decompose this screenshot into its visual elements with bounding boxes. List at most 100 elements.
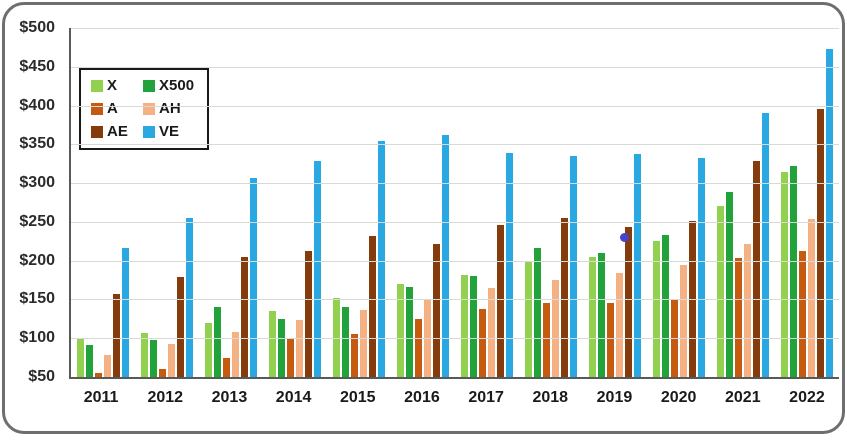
y-tick-label-50: $50 bbox=[28, 368, 55, 385]
y-tick-label-250: $250 bbox=[19, 212, 55, 230]
bar-X-2019 bbox=[589, 256, 596, 377]
y-tick-label-100: $100 bbox=[19, 329, 55, 347]
bar-group-2015 bbox=[327, 28, 391, 377]
bar-AH-2019 bbox=[616, 273, 623, 377]
bar-AE-2017 bbox=[497, 225, 504, 377]
bar-X-2021 bbox=[717, 205, 724, 377]
bar-X-2020 bbox=[653, 241, 660, 377]
bar-X-2013 bbox=[205, 322, 212, 377]
x-tick-label-2020: 2020 bbox=[660, 389, 697, 406]
bar-AH-2016 bbox=[424, 299, 431, 377]
bar-A-2017 bbox=[479, 308, 486, 377]
bar-X500-2018 bbox=[534, 247, 541, 377]
x-tick-label-2016: 2016 bbox=[404, 389, 440, 406]
bar-group-2014 bbox=[263, 28, 327, 377]
bar-VE-2015 bbox=[378, 141, 385, 377]
x-tick-label-2011: 2011 bbox=[83, 389, 119, 406]
gridline-400 bbox=[71, 105, 839, 107]
chart-card: $500 $450 $400 $350 $300 $250 $200 $150 $100 $50 … bbox=[2, 2, 845, 434]
x-tick-label-2022: 2022 bbox=[789, 389, 825, 406]
bar-VE-2016 bbox=[442, 135, 449, 377]
bar-groups bbox=[71, 28, 839, 377]
legend-swatch-icon bbox=[91, 80, 103, 92]
bar-AE-2019 bbox=[625, 227, 632, 377]
bar-X500-2022 bbox=[790, 166, 797, 377]
bar-A-2020 bbox=[671, 299, 678, 377]
bar-group-2017 bbox=[455, 28, 519, 377]
y-axis-labels: $500 $450 $400 $350 $300 $250 $200 $150 $100 $50 bbox=[5, 5, 61, 441]
legend-label: X500 bbox=[159, 77, 195, 94]
bar-AE-2014 bbox=[305, 251, 312, 377]
bar-A-2013 bbox=[223, 357, 230, 377]
bar-VE-2012 bbox=[186, 218, 193, 377]
legend-item-X: X bbox=[91, 77, 137, 94]
bar-X500-2012 bbox=[150, 339, 157, 377]
gridline-450 bbox=[71, 66, 839, 68]
annotation-dot bbox=[620, 233, 629, 242]
bar-X-2022 bbox=[781, 172, 788, 377]
bar-X500-2011 bbox=[86, 345, 93, 377]
bar-AH-2014 bbox=[296, 320, 303, 377]
bar-group-2022 bbox=[775, 28, 839, 377]
x-tick-label-2021: 2021 bbox=[725, 389, 761, 406]
bar-A-2022 bbox=[799, 251, 806, 377]
legend-swatch-icon bbox=[143, 126, 155, 138]
bar-X-2016 bbox=[397, 283, 404, 377]
y-tick-label-150: $150 bbox=[19, 290, 55, 308]
x-tick-label-2019: 2019 bbox=[596, 389, 633, 406]
bar-AE-2022 bbox=[817, 108, 824, 377]
bar-AE-2011 bbox=[113, 294, 120, 377]
y-tick-label-400: $400 bbox=[19, 96, 55, 114]
legend-swatch-icon bbox=[143, 80, 155, 92]
bar-A-2012 bbox=[159, 369, 166, 377]
bar-group-2011 bbox=[71, 28, 135, 377]
bar-AH-2011 bbox=[104, 354, 111, 377]
legend-label: AH bbox=[159, 100, 181, 117]
legend: X X500 A AH AE VE bbox=[79, 68, 209, 150]
bar-AE-2020 bbox=[689, 221, 696, 377]
legend-label: X bbox=[107, 77, 118, 94]
bar-A-2018 bbox=[543, 303, 550, 377]
bar-A-2011 bbox=[95, 373, 102, 377]
bar-group-2013 bbox=[199, 28, 263, 377]
bar-X-2011 bbox=[77, 338, 84, 377]
y-tick-label-350: $350 bbox=[19, 135, 55, 153]
legend-item-A: A bbox=[91, 100, 137, 117]
x-tick-label-2018: 2018 bbox=[532, 389, 569, 406]
bar-X-2012 bbox=[141, 332, 148, 377]
bar-group-2021 bbox=[711, 28, 775, 377]
bar-AE-2015 bbox=[369, 235, 376, 377]
bar-A-2016 bbox=[415, 318, 422, 377]
bar-VE-2018 bbox=[570, 156, 577, 377]
bar-AH-2012 bbox=[168, 344, 175, 377]
bar-X500-2020 bbox=[662, 235, 669, 377]
bar-X500-2013 bbox=[214, 307, 221, 377]
y-tick-label-200: $200 bbox=[19, 251, 55, 269]
bar-AH-2021 bbox=[744, 243, 751, 377]
bar-X500-2021 bbox=[726, 191, 733, 377]
bar-A-2014 bbox=[287, 338, 294, 377]
bar-VE-2020 bbox=[698, 157, 705, 377]
legend-label: A bbox=[107, 100, 118, 117]
bar-AH-2017 bbox=[488, 287, 495, 377]
bar-AE-2018 bbox=[561, 218, 568, 377]
y-tick-label-450: $450 bbox=[19, 57, 55, 75]
bar-group-2020 bbox=[647, 28, 711, 377]
gridline-100 bbox=[71, 338, 839, 340]
bar-VE-2022 bbox=[826, 48, 833, 377]
y-tick-label-500: $500 bbox=[19, 19, 55, 36]
bar-X-2015 bbox=[333, 297, 340, 377]
bar-AE-2013 bbox=[241, 256, 248, 377]
bar-AE-2021 bbox=[753, 160, 760, 377]
bar-AH-2018 bbox=[552, 280, 559, 377]
bar-AE-2012 bbox=[177, 277, 184, 377]
bar-VE-2017 bbox=[506, 152, 513, 377]
x-tick-label-2013: 2013 bbox=[211, 389, 248, 406]
x-tick-label-2012: 2012 bbox=[147, 389, 184, 406]
bar-group-2012 bbox=[135, 28, 199, 377]
x-tick-label-2017: 2017 bbox=[468, 389, 504, 406]
gridline-250 bbox=[71, 221, 839, 223]
legend-item-X500: X500 bbox=[143, 77, 199, 94]
bar-VE-2013 bbox=[250, 177, 257, 377]
bar-X500-2017 bbox=[470, 276, 477, 377]
